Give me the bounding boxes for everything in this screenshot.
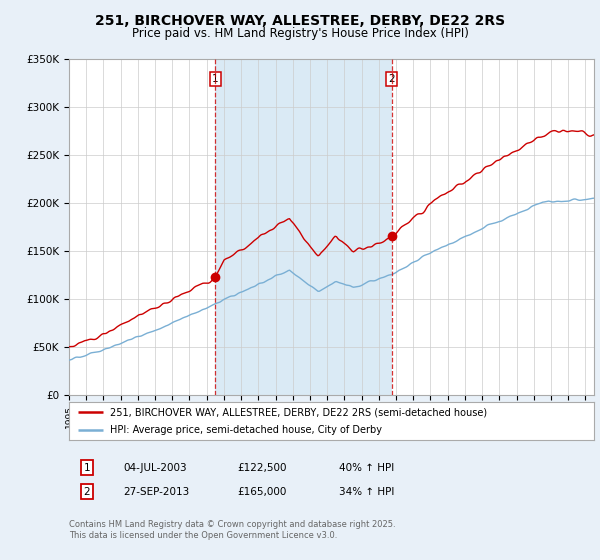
Text: 251, BIRCHOVER WAY, ALLESTREE, DERBY, DE22 2RS: 251, BIRCHOVER WAY, ALLESTREE, DERBY, DE… <box>95 14 505 28</box>
Text: HPI: Average price, semi-detached house, City of Derby: HPI: Average price, semi-detached house,… <box>110 425 382 435</box>
Text: Contains HM Land Registry data © Crown copyright and database right 2025.
This d: Contains HM Land Registry data © Crown c… <box>69 520 395 540</box>
Text: 04-JUL-2003: 04-JUL-2003 <box>123 463 187 473</box>
Text: 27-SEP-2013: 27-SEP-2013 <box>123 487 189 497</box>
Text: Price paid vs. HM Land Registry's House Price Index (HPI): Price paid vs. HM Land Registry's House … <box>131 27 469 40</box>
Text: 2: 2 <box>388 74 395 84</box>
Text: £165,000: £165,000 <box>237 487 286 497</box>
Bar <box>215 59 392 395</box>
Text: 2: 2 <box>83 487 91 497</box>
Text: 1: 1 <box>83 463 91 473</box>
Text: 251, BIRCHOVER WAY, ALLESTREE, DERBY, DE22 2RS (semi-detached house): 251, BIRCHOVER WAY, ALLESTREE, DERBY, DE… <box>110 407 487 417</box>
Text: £122,500: £122,500 <box>237 463 287 473</box>
Text: 1: 1 <box>212 74 218 84</box>
Text: 34% ↑ HPI: 34% ↑ HPI <box>339 487 394 497</box>
Text: 40% ↑ HPI: 40% ↑ HPI <box>339 463 394 473</box>
